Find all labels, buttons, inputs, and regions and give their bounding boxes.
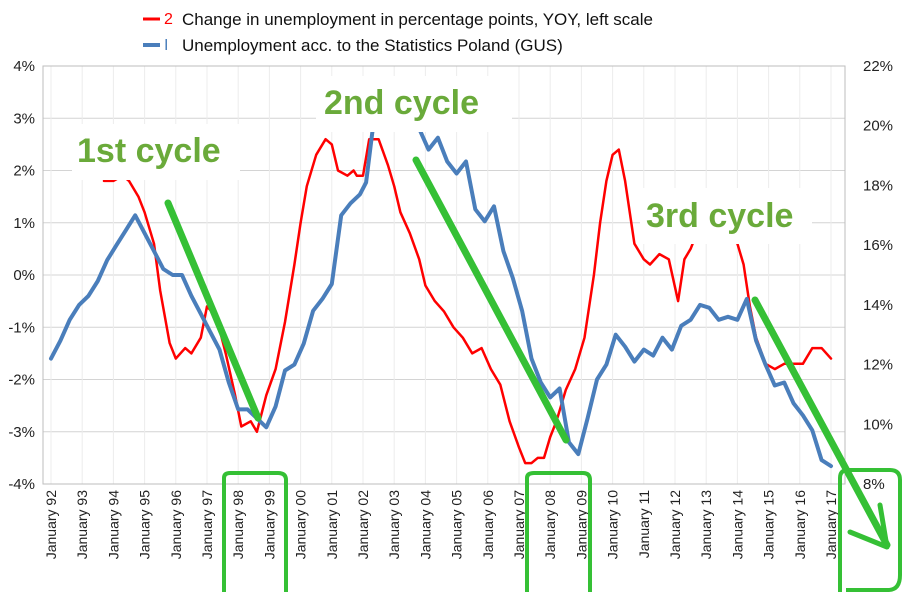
x-tick-label: January 98 [230,490,246,559]
label-mask-3 [640,188,812,244]
x-tick-label: January 03 [386,490,402,559]
highlight-brackets [222,468,902,592]
label-mask-1 [72,124,240,180]
right-tick-label: 18% [863,177,893,194]
bracket-98-99 [222,471,288,592]
bracket-8pct [838,468,902,592]
right-tick-label: 8% [863,476,885,493]
plot-border [42,65,846,485]
x-tick-label: January 10 [605,490,621,559]
x-tick-label: January 06 [480,490,496,559]
legend-label-red: Change in unemployment in percentage poi… [182,10,653,29]
left-tick-label: 3% [13,110,35,127]
series-line-unemployment-rate [49,105,833,469]
x-tick-label: January 15 [761,490,777,559]
right-axis: 22% 20% 18% 16% 14% 12% 10% 8% [863,58,893,493]
x-tick-label: January 13 [698,490,714,559]
x-tick-label: January 95 [137,490,153,559]
right-tick-label: 20% [863,118,893,135]
x-tick-label: January 07 [511,490,527,559]
trend-line-3 [751,296,891,549]
x-tick-label: January 08 [542,490,558,559]
cycle-label-3: 3rd cycle [646,197,793,235]
legend-marker-red: 2 [164,11,173,28]
plot-frame [42,65,846,485]
x-tick-label: January 04 [417,490,433,559]
x-tick-label: January 09 [573,490,589,559]
x-tick-label: January 11 [636,490,652,558]
trend-line-2 [412,156,570,444]
left-tick-label: -1% [8,319,35,336]
trend-line-1 [164,199,262,422]
cycle-label-1: 1st cycle [77,132,221,170]
x-tick-label: January 92 [43,490,59,559]
x-tick-label: January 02 [355,490,371,559]
x-tick-label: January 14 [729,490,745,559]
left-tick-label: -2% [8,372,35,389]
left-axis: 4% 3% 2% 1% 0% -1% -2% -3% -4% [8,58,35,493]
x-axis: January 92 January 93 January 94 January 95… [43,490,839,559]
x-tick-label: January 94 [105,490,121,559]
right-tick-label: 16% [863,237,893,254]
left-tick-label: 1% [13,215,35,232]
x-tick-label: January 99 [261,490,277,559]
right-tick-label: 22% [863,58,893,75]
bracket-08-09 [525,471,592,592]
trend-arrowhead [847,502,890,550]
left-tick-label: 2% [13,163,35,180]
x-tick-label: January 96 [168,490,184,559]
label-mask-2 [316,76,512,132]
left-tick-label: 0% [13,267,35,284]
legend-label-blue: Unemployment acc. to the Statistics Pola… [182,36,563,55]
left-tick-label: -4% [8,476,35,493]
x-tick-label: January 01 [324,490,340,559]
x-tick-label: January 05 [449,490,465,559]
legend-background [140,0,760,64]
cycle-label-2: 2nd cycle [324,84,479,122]
left-tick-label: -3% [8,424,35,441]
x-tick-label: January 97 [199,490,215,559]
right-tick-label: 12% [863,357,893,374]
left-tick-label: 4% [13,58,35,75]
right-tick-label: 10% [863,416,893,433]
trend-arrows [164,156,891,550]
right-tick-label: 14% [863,297,893,314]
x-tick-label: January 17 [823,490,839,559]
x-tick-label: January 00 [293,490,309,559]
x-tick-label: January 12 [667,490,683,559]
x-tick-label: January 16 [792,490,808,559]
legend-marker-blue: I [164,37,168,54]
legend: 2 Change in unemployment in percentage p… [140,0,760,64]
x-tick-label: January 93 [74,490,90,559]
